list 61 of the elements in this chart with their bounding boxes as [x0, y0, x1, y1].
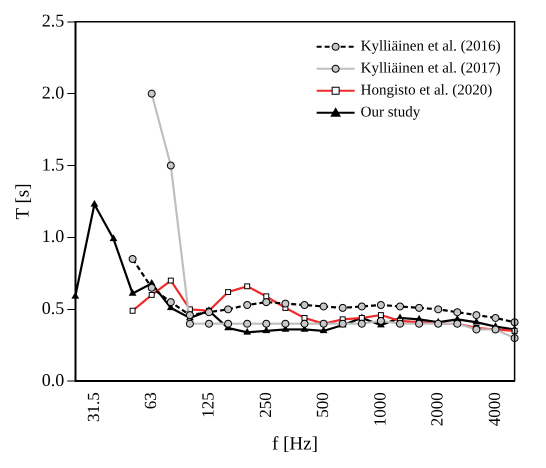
point	[129, 290, 136, 296]
point	[262, 326, 270, 334]
point	[128, 255, 137, 264]
point	[205, 308, 213, 316]
point	[396, 302, 404, 310]
legend-label: Our study	[360, 104, 421, 121]
point	[415, 320, 424, 328]
y-tick-label: 2.0	[42, 82, 64, 102]
point	[262, 320, 270, 328]
point	[472, 318, 480, 325]
point	[320, 302, 328, 310]
x-tick-label: 125	[198, 392, 218, 418]
point	[415, 304, 424, 312]
point	[376, 316, 385, 325]
point	[262, 298, 270, 306]
x-tick-label: 4000	[484, 392, 504, 426]
legend-label: Kylliäinen et al. (2017)	[360, 60, 501, 77]
point	[492, 314, 500, 322]
point	[110, 234, 118, 242]
legend-label: Kylliäinen et al. (2016)	[360, 38, 501, 55]
y-tick-label: 1.5	[42, 154, 64, 174]
point	[243, 320, 252, 328]
point	[358, 320, 366, 328]
x-axis-title: f [Hz]	[272, 434, 318, 455]
point	[244, 328, 251, 335]
x-tick-label: 250	[256, 392, 275, 418]
y-tick-label: 0.0	[42, 370, 64, 390]
point	[148, 90, 156, 98]
y-tick-label: 0.5	[42, 298, 64, 318]
y-tick-label: 2.5	[42, 10, 64, 31]
point	[338, 304, 347, 312]
y-tick-label: 1.0	[42, 226, 64, 246]
point	[224, 305, 232, 314]
y-axis-title: T [s]	[12, 183, 34, 220]
point	[472, 325, 480, 334]
x-tick-label: 31.5	[84, 392, 103, 422]
x-tick-label: 2000	[428, 392, 447, 426]
point	[148, 284, 156, 292]
point	[166, 298, 175, 306]
point	[396, 320, 404, 328]
point	[281, 320, 290, 328]
point	[281, 300, 290, 308]
point	[320, 326, 328, 334]
point	[358, 302, 366, 310]
point	[453, 308, 462, 316]
legend-label: Hongisto et al. (2020)	[360, 82, 492, 99]
point	[72, 292, 79, 299]
point	[186, 320, 194, 328]
point	[434, 305, 442, 314]
point	[300, 301, 308, 310]
x-tick-label: 500	[313, 392, 332, 418]
point	[472, 311, 480, 320]
x-tick-label: 63	[141, 392, 160, 410]
point	[376, 301, 385, 310]
point	[300, 320, 308, 328]
x-tick-label: 1000	[370, 392, 390, 426]
point	[224, 320, 232, 328]
point	[166, 162, 175, 170]
point	[90, 200, 98, 207]
point	[243, 301, 252, 310]
point	[205, 320, 213, 328]
